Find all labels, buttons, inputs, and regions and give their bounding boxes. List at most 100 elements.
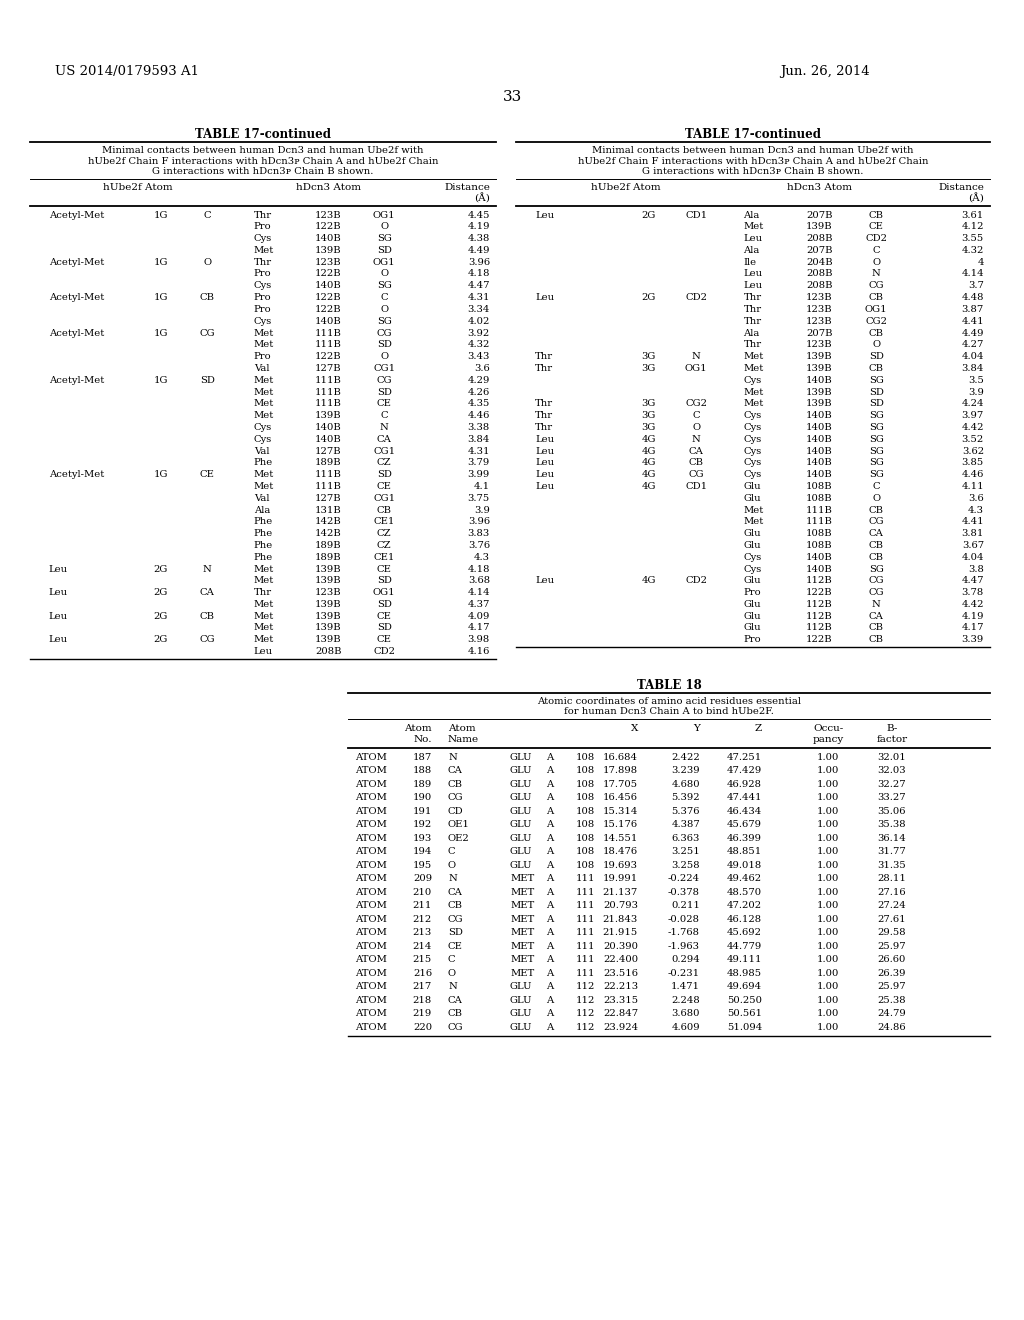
- Text: 1G: 1G: [154, 210, 168, 219]
- Text: A: A: [547, 874, 554, 883]
- Text: 108: 108: [575, 793, 595, 803]
- Text: CG: CG: [868, 281, 884, 290]
- Text: 4: 4: [978, 257, 984, 267]
- Text: 3.67: 3.67: [962, 541, 984, 550]
- Text: -0.231: -0.231: [668, 969, 700, 978]
- Text: O: O: [872, 494, 881, 503]
- Text: CB: CB: [200, 611, 215, 620]
- Text: 46.128: 46.128: [727, 915, 762, 924]
- Text: GLU: GLU: [510, 1023, 532, 1032]
- Text: 3.97: 3.97: [962, 411, 984, 420]
- Text: CG2: CG2: [685, 400, 708, 408]
- Text: 3.96: 3.96: [468, 257, 490, 267]
- Text: 111B: 111B: [314, 329, 342, 338]
- Text: Acetyl-Met: Acetyl-Met: [49, 470, 103, 479]
- Text: Pro: Pro: [254, 352, 271, 362]
- Text: 23.315: 23.315: [603, 995, 638, 1005]
- Text: ATOM: ATOM: [355, 942, 387, 950]
- Text: 122B: 122B: [315, 222, 342, 231]
- Text: 111B: 111B: [314, 470, 342, 479]
- Text: Met: Met: [254, 565, 274, 573]
- Text: 3.83: 3.83: [468, 529, 490, 539]
- Text: GLU: GLU: [510, 1010, 532, 1019]
- Text: 3.81: 3.81: [962, 529, 984, 539]
- Text: C: C: [872, 246, 880, 255]
- Text: factor: factor: [877, 735, 907, 744]
- Text: 1.00: 1.00: [817, 1023, 840, 1032]
- Text: CB: CB: [868, 210, 884, 219]
- Text: 2G: 2G: [154, 565, 168, 573]
- Text: 190: 190: [413, 793, 432, 803]
- Text: 140B: 140B: [806, 565, 833, 573]
- Text: CZ: CZ: [377, 541, 391, 550]
- Text: Leu: Leu: [535, 434, 554, 444]
- Text: Y: Y: [693, 723, 700, 733]
- Text: Cys: Cys: [254, 234, 272, 243]
- Text: Ala: Ala: [743, 246, 760, 255]
- Text: OG1: OG1: [373, 210, 395, 219]
- Text: Leu: Leu: [743, 281, 763, 290]
- Text: 49.018: 49.018: [727, 861, 762, 870]
- Text: 122B: 122B: [806, 589, 833, 597]
- Text: Val: Val: [254, 364, 269, 374]
- Text: 25.38: 25.38: [878, 995, 906, 1005]
- Text: 108: 108: [575, 807, 595, 816]
- Text: 139B: 139B: [315, 599, 342, 609]
- Text: 3.76: 3.76: [468, 541, 490, 550]
- Text: SG: SG: [868, 446, 884, 455]
- Text: 1.00: 1.00: [817, 915, 840, 924]
- Text: 3G: 3G: [641, 352, 656, 362]
- Text: 20.793: 20.793: [603, 902, 638, 911]
- Text: A: A: [547, 969, 554, 978]
- Text: 3.7: 3.7: [968, 281, 984, 290]
- Text: SD: SD: [868, 400, 884, 408]
- Text: Thr: Thr: [535, 352, 553, 362]
- Text: 207B: 207B: [806, 210, 833, 219]
- Text: 25.97: 25.97: [878, 942, 906, 950]
- Text: CA: CA: [449, 767, 463, 775]
- Text: SG: SG: [868, 458, 884, 467]
- Text: 111: 111: [575, 969, 595, 978]
- Text: 48.851: 48.851: [727, 847, 762, 857]
- Text: Leu: Leu: [535, 458, 554, 467]
- Text: 4.41: 4.41: [962, 517, 984, 527]
- Text: 139B: 139B: [806, 222, 833, 231]
- Text: A: A: [547, 793, 554, 803]
- Text: 25.97: 25.97: [878, 982, 906, 991]
- Text: 123B: 123B: [315, 257, 342, 267]
- Text: CG: CG: [868, 577, 884, 585]
- Text: 140B: 140B: [314, 234, 342, 243]
- Text: SD: SD: [449, 928, 463, 937]
- Text: 108B: 108B: [806, 529, 833, 539]
- Text: CG: CG: [200, 329, 215, 338]
- Text: Leu: Leu: [535, 210, 554, 219]
- Text: CG1: CG1: [373, 446, 395, 455]
- Text: O: O: [203, 257, 211, 267]
- Text: SD: SD: [377, 577, 391, 585]
- Text: 108B: 108B: [806, 541, 833, 550]
- Text: N: N: [449, 982, 457, 991]
- Text: Leu: Leu: [535, 577, 554, 585]
- Text: Leu: Leu: [535, 482, 554, 491]
- Text: CB: CB: [200, 293, 215, 302]
- Text: Leu: Leu: [535, 446, 554, 455]
- Text: 36.14: 36.14: [878, 834, 906, 843]
- Text: Thr: Thr: [743, 305, 762, 314]
- Text: 139B: 139B: [806, 400, 833, 408]
- Text: CD: CD: [449, 807, 464, 816]
- Text: 111B: 111B: [806, 506, 833, 515]
- Text: 4.31: 4.31: [468, 293, 490, 302]
- Text: GLU: GLU: [510, 807, 532, 816]
- Text: 127B: 127B: [315, 364, 342, 374]
- Text: 210: 210: [413, 888, 432, 896]
- Text: 4.19: 4.19: [962, 611, 984, 620]
- Text: CE1: CE1: [374, 517, 395, 527]
- Text: 47.429: 47.429: [727, 767, 762, 775]
- Text: 127B: 127B: [315, 446, 342, 455]
- Text: C: C: [449, 847, 456, 857]
- Text: 4.14: 4.14: [467, 589, 490, 597]
- Text: Met: Met: [254, 577, 274, 585]
- Text: 1.00: 1.00: [817, 995, 840, 1005]
- Text: hUbe2f Chain F interactions with hDcn3ᴘ Chain A and hUbe2f Chain: hUbe2f Chain F interactions with hDcn3ᴘ …: [88, 157, 438, 165]
- Text: Met: Met: [254, 470, 274, 479]
